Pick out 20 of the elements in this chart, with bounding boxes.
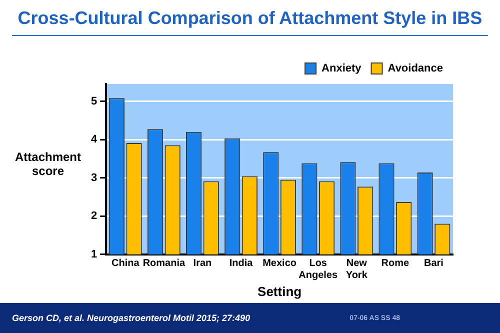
y-tick-label: 1 xyxy=(90,248,98,260)
x-tick-label: Romania xyxy=(142,258,186,270)
x-tick-label: India xyxy=(229,258,254,270)
x-tick-label: New York xyxy=(346,258,368,282)
x-tick-label: China xyxy=(112,258,140,270)
y-tick-label: 5 xyxy=(90,95,98,108)
x-tick-label: Iran xyxy=(193,258,212,270)
legend-label: Anxiety xyxy=(322,62,362,75)
x-tick-label: Los Angeles xyxy=(298,258,338,282)
y-tick-label: 3 xyxy=(90,172,98,184)
x-tick-label: Bari xyxy=(424,258,444,270)
y-tick-label: 2 xyxy=(90,210,98,222)
chart-title: Cross-Cultural Comparison of Attachment Style in IBS xyxy=(12,8,488,36)
x-tick-label: Rome xyxy=(381,258,410,270)
y-tick-label: 4 xyxy=(90,134,98,146)
y-axis-title: Attachment score xyxy=(14,150,82,178)
legend-label: Avoidance xyxy=(388,62,444,75)
x-tick-label: Mexico xyxy=(262,258,297,270)
x-axis-title: Setting xyxy=(258,284,302,299)
text: Gerson CD, et al. Neurogastroenterol Motil 2015; 27:490 xyxy=(12,313,250,323)
